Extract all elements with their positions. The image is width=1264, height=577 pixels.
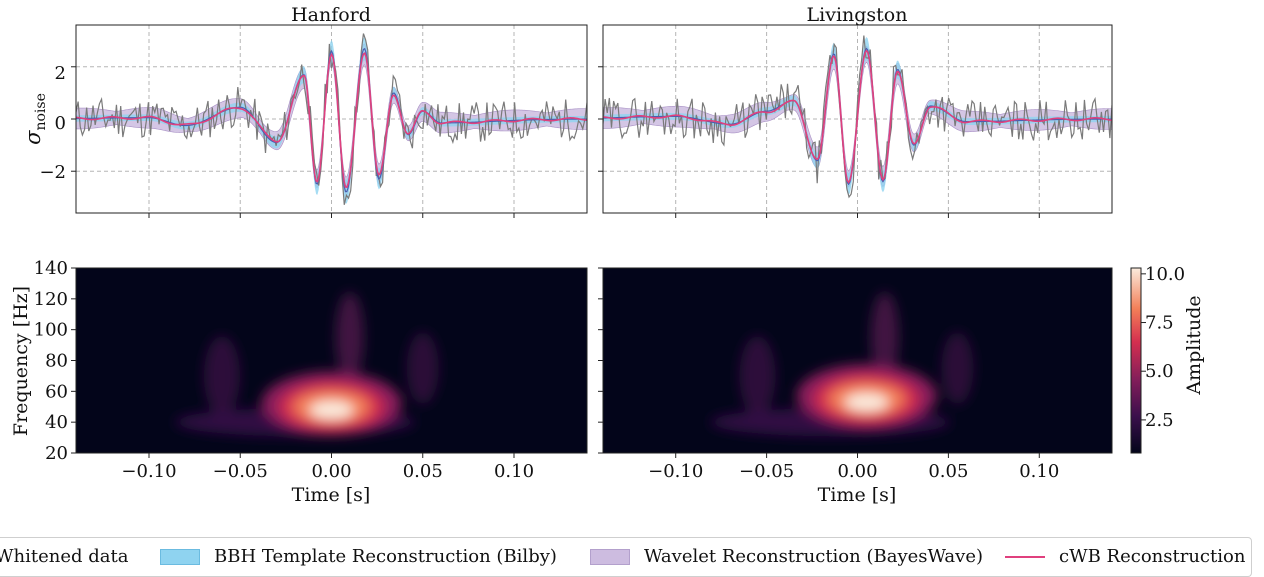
- colorbar: 10.0 7.5 5.0 2.5 Amplitude: [1130, 264, 1205, 454]
- time-tick-label: 0.05: [403, 461, 443, 482]
- frequency-ticks: 140 120 100 80 60 40 20: [34, 258, 603, 464]
- frequency-tick-label: 60: [45, 381, 68, 402]
- frequency-tick-label: 20: [45, 443, 68, 464]
- y-tick-neg2: −2: [39, 162, 66, 183]
- livingston-strain-traces: [603, 35, 1112, 199]
- spectrogram-feature: [309, 400, 354, 419]
- livingston-time-label: Time [s]: [818, 484, 897, 506]
- legend-label-bilby: BBH Template Reconstruction (Bilby): [214, 546, 557, 567]
- frequency-axis-label: Frequency [Hz]: [10, 286, 32, 436]
- livingston-strain-panel: [598, 24, 1113, 218]
- colorbar-tick-label: 5.0: [1145, 361, 1174, 382]
- frequency-tick-label: 120: [34, 289, 68, 310]
- colorbar-ticks: 10.0 7.5 5.0 2.5: [1141, 264, 1185, 431]
- frequency-tick-label: 140: [34, 258, 68, 279]
- bilby-band: [76, 37, 587, 204]
- legend-item-cwb: cWB Reconstruction: [1005, 546, 1245, 567]
- legend-label-whitened: Whitened data: [0, 546, 129, 567]
- time-tick-label: 0.10: [1019, 461, 1059, 482]
- hanford-strain-traces: [76, 33, 587, 205]
- hanford-spectrogram: [75, 267, 588, 454]
- frequency-tick-label: 100: [34, 320, 68, 341]
- livingston-spectrogram: [602, 267, 1113, 454]
- y-tick-2: 2: [55, 63, 66, 84]
- whitened-data-line: [76, 33, 587, 205]
- time-tick-label: 0.00: [837, 461, 877, 482]
- spectrogram-feature: [870, 292, 899, 383]
- colorbar-tick-label: 2.5: [1145, 410, 1174, 431]
- frequency-tick-label: 80: [45, 351, 68, 372]
- livingston-title: Livingston: [807, 4, 908, 26]
- time-ticks: −0.10 −0.05 0.00 0.05 0.10 −0.10 −0.05 0.00 0.05…: [121, 453, 1059, 482]
- spectrogram-blur-group: [175, 292, 439, 437]
- strain-y-axis-label: σnoise: [21, 93, 49, 145]
- bayeswave-swatch: [590, 548, 630, 565]
- legend-item-bilby: BBH Template Reconstruction (Bilby): [160, 546, 557, 567]
- time-tick-label: −0.05: [739, 461, 794, 482]
- time-tick-label: 0.05: [928, 461, 968, 482]
- hanford-time-label: Time [s]: [292, 484, 371, 506]
- legend-item-whitened: Whitened data: [0, 546, 128, 567]
- hanford-title: Hanford: [291, 4, 371, 26]
- frequency-tick-label: 40: [45, 412, 68, 433]
- colorbar-tick-label: 7.5: [1145, 313, 1174, 334]
- legend-item-bayeswave: Wavelet Reconstruction (BayesWave): [590, 546, 983, 567]
- time-tick-label: 0.00: [311, 461, 351, 482]
- bilby-swatch: [160, 548, 200, 565]
- time-tick-label: −0.10: [648, 461, 703, 482]
- hanford-strain-panel: [71, 24, 588, 218]
- time-tick-label: −0.10: [121, 461, 176, 482]
- sigma-label: σnoise: [21, 93, 49, 145]
- legend: Whitened data BBH Template Reconstructio…: [0, 537, 1252, 577]
- y-tick-0: 0: [55, 113, 66, 134]
- legend-label-cwb: cWB Reconstruction: [1059, 546, 1246, 567]
- spectrogram-feature: [406, 332, 439, 405]
- spectrogram-feature: [204, 335, 240, 416]
- spectrogram-blur-group: [710, 292, 974, 437]
- colorbar-gradient: [1130, 267, 1142, 454]
- time-tick-label: 0.10: [494, 461, 534, 482]
- spectrogram-feature: [335, 292, 364, 383]
- cwb-line: [76, 51, 587, 189]
- colorbar-label: Amplitude: [1183, 295, 1205, 395]
- hanford-spectrogram-blobs: [175, 292, 439, 437]
- spectrogram-feature: [844, 393, 889, 412]
- whitened-data-line: [603, 35, 1112, 199]
- spectrogram-feature: [739, 335, 776, 416]
- livingston-spectrogram-blobs: [710, 292, 974, 437]
- legend-label-bayeswave: Wavelet Reconstruction (BayesWave): [644, 546, 984, 567]
- spectrogram-feature: [941, 332, 974, 405]
- time-tick-label: −0.05: [213, 461, 268, 482]
- colorbar-tick-label: 10.0: [1145, 264, 1185, 285]
- cwb-line-swatch: [1005, 555, 1045, 558]
- cwb-line: [603, 49, 1112, 184]
